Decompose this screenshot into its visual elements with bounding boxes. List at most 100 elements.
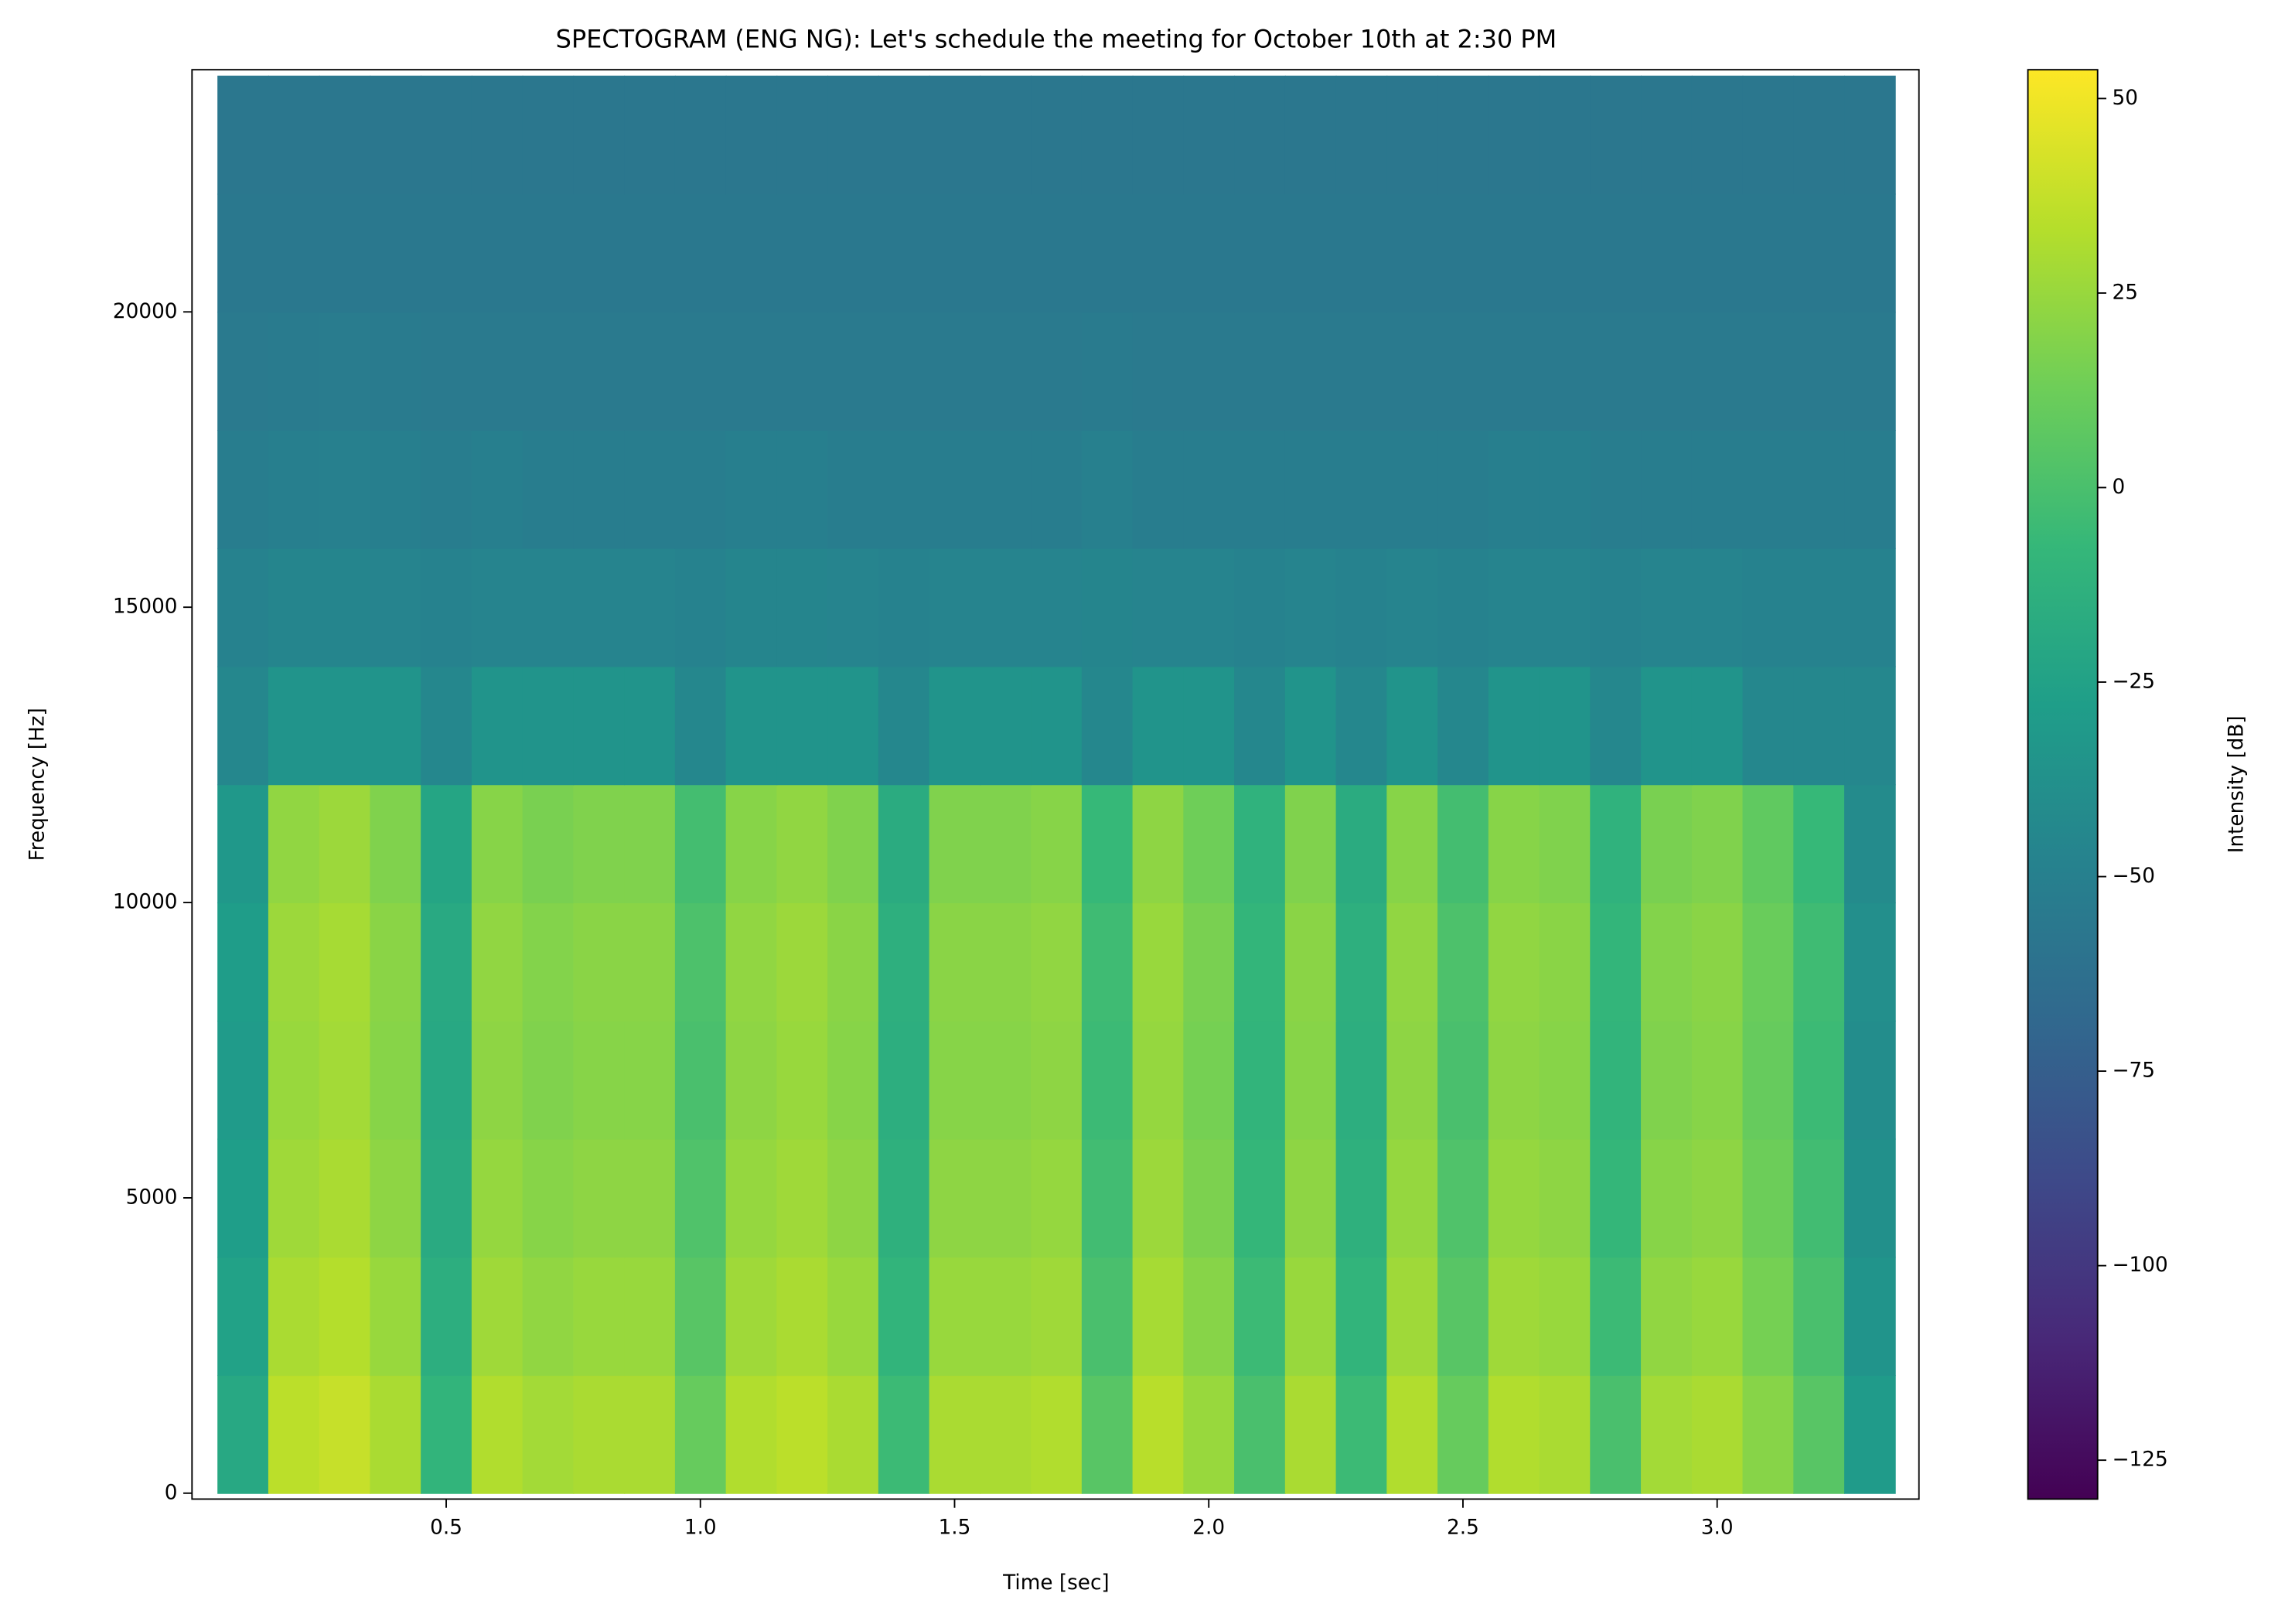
heatmap-cell (1539, 1257, 1591, 1377)
heatmap-cell (421, 666, 472, 786)
heatmap-cell (1488, 1257, 1540, 1377)
heatmap-cell (1284, 430, 1337, 549)
heatmap-cell (1132, 75, 1185, 195)
heatmap-cell (471, 75, 523, 195)
heatmap-cell (725, 548, 778, 667)
heatmap-cell (1335, 666, 1388, 786)
heatmap-cell (522, 1375, 575, 1494)
heatmap-cell (1031, 1138, 1083, 1258)
heatmap-cell (1284, 1138, 1337, 1258)
heatmap-cell (1284, 666, 1337, 786)
heatmap-cell (674, 312, 727, 431)
heatmap-cell (878, 548, 930, 667)
heatmap-cell (319, 548, 371, 667)
heatmap-cell (1335, 75, 1388, 195)
heatmap-cell (980, 784, 1032, 904)
y-tick-label: 0 (165, 1481, 178, 1504)
heatmap-cell (573, 784, 626, 904)
heatmap-cell (1742, 784, 1795, 904)
heatmap-cell (522, 902, 575, 1022)
heatmap-cell (1488, 1138, 1540, 1258)
heatmap-cell (1590, 1257, 1642, 1377)
heatmap-cell (1081, 666, 1134, 786)
heatmap-cell (1590, 193, 1642, 313)
heatmap-cell (1284, 75, 1337, 195)
heatmap-cell (370, 430, 422, 549)
heatmap-cell (1539, 1138, 1591, 1258)
heatmap-cell (725, 902, 778, 1022)
heatmap-cell (674, 548, 727, 667)
heatmap-cell (370, 784, 422, 904)
heatmap-cell (268, 430, 320, 549)
x-tick-label: 3.0 (1701, 1517, 1734, 1540)
heatmap-cell (471, 902, 523, 1022)
heatmap-cell (1742, 548, 1795, 667)
heatmap-cell (1742, 75, 1795, 195)
heatmap-cell (827, 1375, 879, 1494)
heatmap-cell (1488, 1375, 1540, 1494)
heatmap-cell (522, 1138, 575, 1258)
heatmap-cell (1031, 902, 1083, 1022)
heatmap-cell (929, 1375, 981, 1494)
heatmap-cell (1590, 430, 1642, 549)
heatmap-cell (776, 75, 829, 195)
heatmap-cell (1386, 75, 1439, 195)
heatmap-cell (980, 902, 1032, 1022)
heatmap-cell (1335, 1375, 1388, 1494)
heatmap-cell (878, 784, 930, 904)
heatmap-cell (624, 1257, 676, 1377)
heatmap-cell (1234, 666, 1286, 786)
heatmap-cell (1691, 902, 1744, 1022)
heatmap-cell (1590, 1375, 1642, 1494)
heatmap-cell (421, 75, 472, 195)
heatmap-cell (1742, 1257, 1795, 1377)
heatmap-cell (1335, 193, 1388, 313)
heatmap-cell (1386, 1375, 1439, 1494)
heatmap-cell (1539, 902, 1591, 1022)
heatmap-cell (776, 1375, 829, 1494)
heatmap-cell (1335, 430, 1388, 549)
heatmap-cell (929, 666, 981, 786)
heatmap-cell (878, 430, 930, 549)
heatmap-cell (370, 902, 422, 1022)
heatmap-cell (624, 75, 676, 195)
heatmap-cell (421, 784, 472, 904)
colorbar-tick-label: −75 (2112, 1059, 2154, 1083)
heatmap-cell (1844, 430, 1896, 549)
heatmap-cell (1284, 312, 1337, 431)
heatmap-cell (1335, 548, 1388, 667)
heatmap-cell (1386, 430, 1439, 549)
colorbar-tick-label: −125 (2112, 1448, 2167, 1472)
heatmap-cell (1437, 1375, 1489, 1494)
heatmap-cell (1590, 1138, 1642, 1258)
heatmap-cell (1386, 1020, 1439, 1140)
heatmap-cell (471, 430, 523, 549)
heatmap-cell (725, 666, 778, 786)
heatmap-cell (929, 312, 981, 431)
heatmap-cell (1641, 666, 1693, 786)
heatmap-cell (1132, 1138, 1185, 1258)
heatmap-cell (1031, 75, 1083, 195)
heatmap-cell (980, 1257, 1032, 1377)
heatmap-cell (573, 1257, 626, 1377)
heatmap-cell (929, 430, 981, 549)
heatmap-cell (1539, 666, 1591, 786)
heatmap-cell (1386, 666, 1439, 786)
y-tick-label: 10000 (113, 891, 178, 914)
heatmap-cell (980, 430, 1032, 549)
heatmap-cell (421, 548, 472, 667)
heatmap-cell (268, 312, 320, 431)
heatmap-cell (1437, 548, 1489, 667)
heatmap-cell (1488, 784, 1540, 904)
heatmap-cell (573, 902, 626, 1022)
heatmap-cell (421, 193, 472, 313)
heatmap-cell (1641, 1375, 1693, 1494)
heatmap-cell (1081, 1020, 1134, 1140)
heatmap-cell (1590, 902, 1642, 1022)
heatmap-cell (471, 1020, 523, 1140)
heatmap-cell (522, 193, 575, 313)
heatmap-cell (1081, 784, 1134, 904)
heatmap-cell (1183, 75, 1236, 195)
heatmap-cell (1183, 1020, 1236, 1140)
heatmap-cell (573, 548, 626, 667)
